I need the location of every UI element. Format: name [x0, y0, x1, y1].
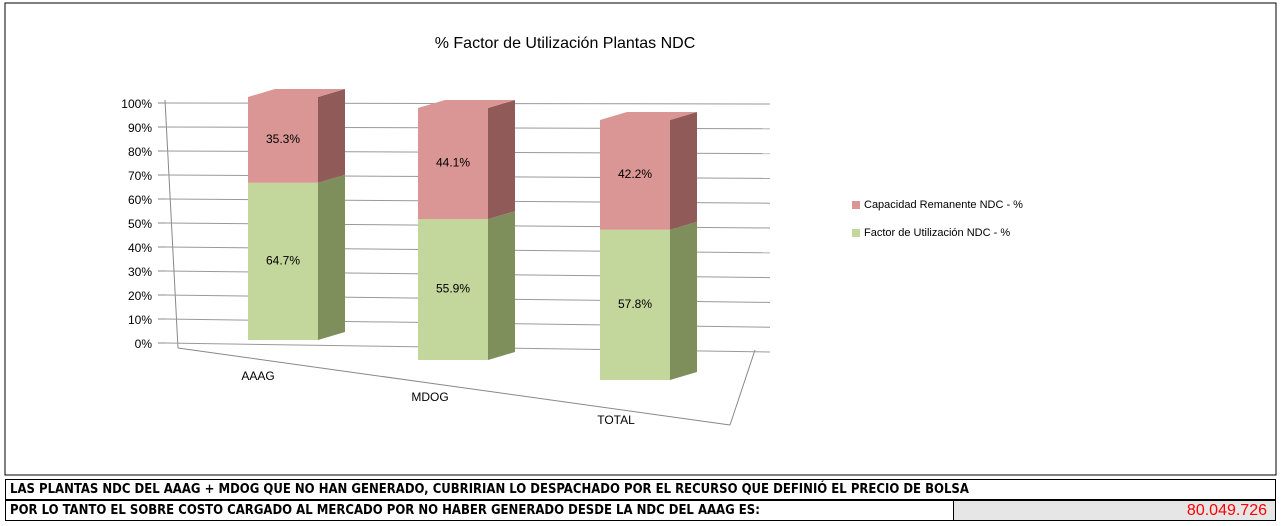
y-tick-label: 70% [128, 169, 152, 183]
x-tick-label: TOTAL [597, 413, 635, 427]
bar [248, 182, 318, 340]
y-tick-label: 20% [128, 289, 152, 303]
y-tick-label: 90% [128, 121, 152, 135]
bar [418, 108, 488, 220]
bar-side [488, 211, 515, 360]
bar-side [318, 174, 345, 340]
y-tick-label: 60% [128, 193, 152, 207]
bar-top [600, 112, 697, 120]
y-tick-label: 40% [128, 241, 152, 255]
value-label: 64.7% [266, 254, 300, 268]
y-tick-label: 50% [128, 217, 152, 231]
bar-side [670, 221, 697, 380]
note-row: LAS PLANTAS NDC DEL AAAG + MDOG QUE NO H… [5, 479, 1276, 500]
bar-top [248, 89, 345, 97]
legend-swatch [852, 201, 860, 209]
bar [600, 229, 670, 380]
value-label: 55.9% [436, 282, 470, 296]
legend-label: Capacidad Remanente NDC - % [864, 199, 1023, 211]
bar [600, 120, 670, 230]
x-tick-label: MDOG [411, 390, 448, 404]
bar-top [418, 100, 515, 108]
value-label: 42.2% [618, 167, 652, 181]
y-tick-label: 0% [135, 337, 153, 351]
bar-side [670, 112, 697, 230]
bar [418, 219, 488, 360]
floor-right-edge [729, 349, 756, 426]
x-tick-label: AAAG [241, 369, 274, 383]
value-label: 44.1% [436, 156, 470, 170]
cost-label: POR LO TANTO EL SOBRE COSTO CARGADO AL M… [10, 503, 760, 518]
y-tick-label: 80% [128, 145, 152, 159]
note-text: LAS PLANTAS NDC DEL AAAG + MDOG QUE NO H… [10, 482, 969, 497]
y-tick-label: 10% [128, 313, 152, 327]
floor-front-edge [177, 347, 731, 426]
cost-value: 80.049.726 [1186, 502, 1267, 519]
y-tick-label: 30% [128, 265, 152, 279]
y-tick-label: 100% [121, 97, 152, 111]
chart-title: % Factor de Utilización Plantas NDC [435, 35, 696, 52]
value-label: 35.3% [266, 132, 300, 146]
legend-swatch [852, 229, 860, 237]
bar [248, 97, 318, 183]
cost-value-cell: 80.049.726 [953, 500, 1276, 521]
bar-side [318, 89, 345, 183]
cost-row: POR LO TANTO EL SOBRE COSTO CARGADO AL M… [5, 500, 954, 521]
value-label: 57.8% [618, 297, 652, 311]
left-wall-edge [164, 99, 179, 349]
legend-label: Factor de Utilización NDC - % [864, 227, 1010, 239]
bar-side [488, 100, 515, 220]
